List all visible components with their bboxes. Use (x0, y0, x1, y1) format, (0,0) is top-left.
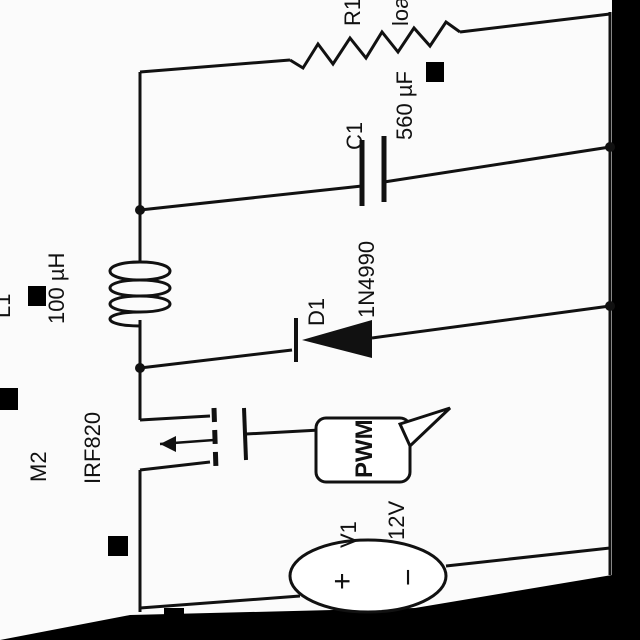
scan-artifact (0, 388, 18, 410)
junction-dot (135, 363, 145, 373)
gate-to-pwm-wire (245, 428, 321, 436)
scan-artifact (164, 608, 184, 628)
v1-plus-sign: + (326, 572, 359, 590)
capacitor-branch-wire-left (139, 184, 363, 212)
c1-value: 560 µF (392, 71, 417, 140)
mosfet-source-wire (139, 460, 211, 472)
mosfet-arrow (160, 436, 176, 452)
junction-dot (135, 205, 145, 215)
pwm-label: PWM (351, 419, 378, 478)
m2-value: IRF820 (80, 412, 105, 484)
m2-designator: M2 (26, 451, 51, 482)
c1-designator: C1 (342, 122, 367, 150)
r1-designator: R1 (340, 0, 365, 26)
d1-designator: D1 (304, 298, 329, 326)
voltage-source-v1-symbol (288, 538, 448, 614)
paper-sheet (0, 0, 612, 640)
v1-minus-sign: − (392, 568, 425, 586)
l1-value: 100 µH (44, 253, 69, 324)
r1-value: loa (388, 0, 413, 26)
resistor-r1-symbol (289, 19, 461, 71)
scan-artifact (426, 62, 444, 82)
mosfet-drain-wire (139, 414, 211, 422)
diode-branch-wire-right (371, 304, 611, 340)
v1-value: 12V (384, 501, 409, 540)
diode-d1-symbol (302, 320, 372, 358)
source-branch-wire-left (139, 594, 301, 610)
inductor-l1-symbol (108, 260, 172, 328)
scan-artifact (28, 286, 46, 306)
scan-artifact (108, 536, 128, 556)
d1-value: 1N4990 (354, 241, 379, 318)
source-branch-wire-right (445, 546, 611, 568)
junction-dot (605, 142, 615, 152)
top-branch-wire-right (459, 12, 611, 34)
pwm-box (314, 416, 412, 484)
mosfet-m2-gate (242, 407, 248, 461)
top-branch-wire-left (139, 58, 291, 74)
diode-branch-wire-left (139, 348, 293, 370)
mosfet-m2-channel (211, 407, 219, 471)
l1-designator: L1 (0, 294, 15, 318)
v1-designator: V1 (336, 521, 361, 548)
junction-dot (605, 301, 615, 311)
capacitor-branch-wire-right (383, 145, 611, 184)
pwm-pointer (397, 406, 452, 449)
